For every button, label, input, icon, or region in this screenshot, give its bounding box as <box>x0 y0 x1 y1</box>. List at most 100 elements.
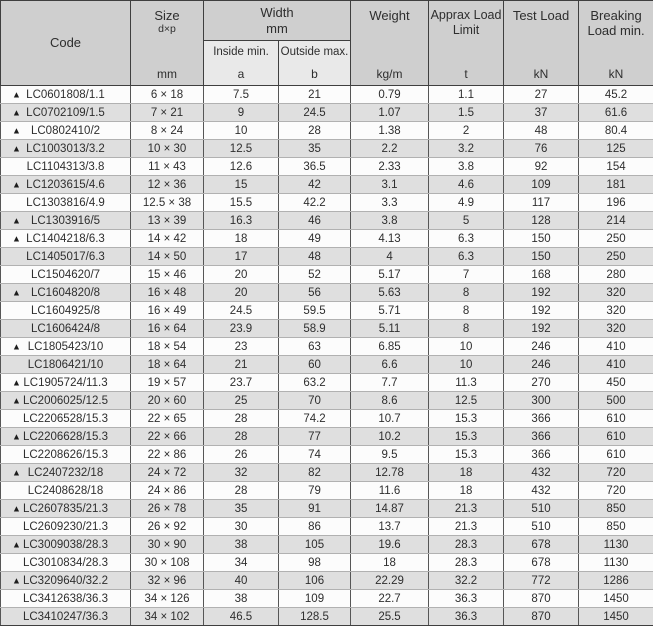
cell-code: ▲ LC1404218/6.3 <box>0 229 131 248</box>
cell-outside: 79 <box>277 481 352 500</box>
cell-weight: 0.79 <box>350 85 430 104</box>
code-text: LC1303816/4.9 <box>26 196 105 209</box>
cell-breaking: 610 <box>578 445 653 464</box>
header-width-unit: mm <box>266 20 288 36</box>
header-breaking-label: Breaking Load min. <box>587 7 645 39</box>
cell-size: 14 × 50 <box>130 247 204 266</box>
cell-weight: 6.6 <box>350 355 430 374</box>
cell-outside: 28 <box>277 121 352 140</box>
cell-inside: 28 <box>203 409 279 428</box>
cell-inside: 46.5 <box>203 607 279 626</box>
cell-weight: 5.11 <box>350 319 430 338</box>
triangle-marker-icon: ▲ <box>12 143 21 153</box>
cell-size: 34 × 102 <box>130 607 204 626</box>
header-weight-unit: kg/m <box>376 66 403 81</box>
header-load-limit: Apprax Load Limit t <box>428 0 505 86</box>
cell-code: ▲ LC1805423/10 <box>0 337 131 356</box>
triangle-marker-icon: ▲ <box>12 377 21 387</box>
cell-test-load: 366 <box>503 427 580 446</box>
cell-code: ▲ LC1604820/8 <box>0 283 131 302</box>
cell-inside: 18 <box>203 229 279 248</box>
cell-test-load: 366 <box>503 409 580 428</box>
triangle-marker-icon: ▲ <box>12 107 21 117</box>
cell-breaking: 154 <box>578 157 653 176</box>
cell-weight: 22.7 <box>350 589 430 608</box>
cell-load-limit: 21.3 <box>428 517 505 536</box>
cell-breaking: 1450 <box>578 589 653 608</box>
triangle-marker-icon: ▲ <box>12 287 21 297</box>
code-text: LC3209640/32.2 <box>22 574 109 587</box>
cell-breaking: 61.6 <box>578 103 653 122</box>
cell-load-limit: 36.3 <box>428 607 505 626</box>
table-row: ▲ LC1003013/3.2 10 × 30 12.5 35 2.2 3.2 76 125 <box>0 139 653 158</box>
header-width-label: Width <box>260 4 294 20</box>
cell-test-load: 678 <box>503 535 580 554</box>
cell-weight: 8.6 <box>350 391 430 410</box>
cell-load-limit: 8 <box>428 283 505 302</box>
cell-inside: 7.5 <box>203 85 279 104</box>
cell-outside: 60 <box>277 355 352 374</box>
cell-weight: 19.6 <box>350 535 430 554</box>
header-inside-min: Inside min. a <box>203 40 279 86</box>
cell-breaking: 320 <box>578 319 653 338</box>
cell-load-limit: 10 <box>428 355 505 374</box>
cell-weight: 10.2 <box>350 427 430 446</box>
cell-outside: 86 <box>277 517 352 536</box>
code-text: LC1104313/3.8 <box>26 160 105 173</box>
header-width-group: Width mm <box>202 0 352 41</box>
header-test-load-unit: kN <box>533 66 549 81</box>
header-breaking: Breaking Load min. kN <box>578 0 653 86</box>
code-text: LC2206528/15.3 <box>22 412 109 425</box>
cell-outside: 74 <box>277 445 352 464</box>
cell-load-limit: 5 <box>428 211 505 230</box>
cell-outside: 49 <box>277 229 352 248</box>
cell-outside: 42.2 <box>277 193 352 212</box>
cell-code: LC2609230/21.3 <box>0 517 131 536</box>
cell-size: 7 × 21 <box>130 103 204 122</box>
cell-load-limit: 3.8 <box>428 157 505 176</box>
cell-weight: 2.33 <box>350 157 430 176</box>
header-code: Code <box>0 0 131 86</box>
cell-breaking: 500 <box>578 391 653 410</box>
cell-outside: 46 <box>277 211 352 230</box>
cell-breaking: 196 <box>578 193 653 212</box>
cell-load-limit: 4.6 <box>428 175 505 194</box>
code-text: LC0802410/2 <box>30 124 101 137</box>
cell-breaking: 850 <box>578 517 653 536</box>
cell-outside: 128.5 <box>277 607 352 626</box>
cell-test-load: 366 <box>503 445 580 464</box>
cell-inside: 9 <box>203 103 279 122</box>
table-row: ▲ LC3009038/28.3 30 × 90 38 105 19.6 28.3 678 11… <box>0 535 653 554</box>
code-text: LC1604820/8 <box>30 286 101 299</box>
cell-breaking: 720 <box>578 463 653 482</box>
cell-load-limit: 8 <box>428 319 505 338</box>
cell-test-load: 432 <box>503 481 580 500</box>
code-text: LC0702109/1.5 <box>26 106 105 119</box>
cell-code: ▲ LC0702109/1.5 <box>0 103 131 122</box>
cell-test-load: 109 <box>503 175 580 194</box>
cell-weight: 18 <box>350 553 430 572</box>
cell-breaking: 1286 <box>578 571 653 590</box>
cell-size: 24 × 86 <box>130 481 204 500</box>
cell-weight: 13.7 <box>350 517 430 536</box>
cell-inside: 23.9 <box>203 319 279 338</box>
cell-weight: 3.3 <box>350 193 430 212</box>
table-row: LC3410247/36.3 34 × 102 46.5 128.5 25.5 36.3 8… <box>0 607 653 626</box>
cell-size: 22 × 66 <box>130 427 204 446</box>
cell-test-load: 772 <box>503 571 580 590</box>
cell-inside: 30 <box>203 517 279 536</box>
cell-size: 22 × 86 <box>130 445 204 464</box>
cell-load-limit: 15.3 <box>428 409 505 428</box>
code-text: LC1404218/6.3 <box>26 232 105 245</box>
cell-load-limit: 8 <box>428 301 505 320</box>
cell-size: 6 × 18 <box>130 85 204 104</box>
cell-size: 14 × 42 <box>130 229 204 248</box>
cell-breaking: 610 <box>578 409 653 428</box>
table-row: LC1104313/3.8 11 × 43 12.6 36.5 2.33 3.8 92 154 <box>0 157 653 176</box>
cell-weight: 22.29 <box>350 571 430 590</box>
cell-load-limit: 12.5 <box>428 391 505 410</box>
cell-size: 12 × 36 <box>130 175 204 194</box>
cell-inside: 23 <box>203 337 279 356</box>
